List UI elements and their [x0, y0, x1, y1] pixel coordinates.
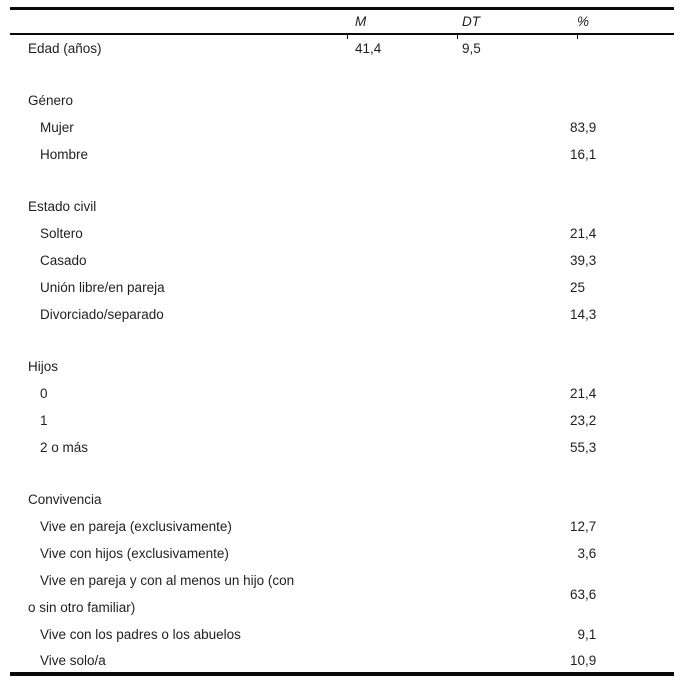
row-label: Vive solo/a	[40, 652, 106, 668]
row-label-line1: Vive en pareja y con al menos un hijo (c…	[40, 573, 295, 588]
row-label: 0	[40, 386, 48, 401]
row-label: Hombre	[40, 147, 89, 162]
table-row-genero: Género	[0, 87, 684, 114]
table-row-hombre: Hombre 16,1	[0, 141, 684, 168]
table-row-divorciado: Divorciado/separado 14,3	[0, 301, 684, 328]
pct-value: 55,3	[569, 440, 597, 455]
table-row-vive-padres-abuelos: Vive con los padres o los abuelos 9,1	[0, 621, 684, 648]
pct-value: 63,6	[569, 586, 597, 602]
pct-value: 10,9	[569, 652, 597, 668]
pct-value: 25	[569, 280, 585, 295]
row-label: 2 o más	[40, 440, 89, 455]
table-top-rule	[10, 7, 674, 10]
pct-value: 16,1	[569, 147, 597, 162]
row-label: Género	[28, 93, 74, 108]
section-gap	[0, 328, 684, 353]
table-row-estado-civil: Estado civil	[0, 193, 684, 220]
row-label: Soltero	[40, 226, 83, 241]
table-row-edad: Edad (años) 41,4 9,5	[0, 35, 684, 62]
pct-value: 23,2	[569, 413, 597, 428]
table-row-mujer: Mujer 83,9	[0, 114, 684, 141]
column-tick	[577, 35, 578, 39]
pct-value: 21,4	[569, 226, 597, 241]
section-gap	[0, 461, 684, 486]
table-row-hijos: Hijos	[0, 353, 684, 380]
row-label: Edad (años)	[28, 41, 102, 56]
pct-value: 21,4	[569, 386, 597, 401]
pct-value: 9,1	[577, 627, 597, 642]
section-gap	[0, 168, 684, 193]
pct-value: 3,6	[577, 546, 597, 561]
col-header-dt: DT	[462, 14, 480, 29]
pct-value: 83,9	[569, 120, 597, 135]
dt-value: 9,5	[462, 41, 481, 56]
row-label: Vive con hijos (exclusivamente)	[40, 546, 229, 561]
col-header-m: M	[355, 14, 367, 29]
table-row-vive-pareja-hijo: Vive en pareja y con al menos un hijo (c…	[0, 567, 684, 621]
pct-value: 12,7	[569, 519, 597, 534]
header-underline-rule	[10, 33, 674, 35]
row-label: 1	[40, 413, 48, 428]
col-header-pct: %	[577, 14, 590, 29]
pct-value: 14,3	[569, 307, 597, 322]
table-row-vive-solo: Vive solo/a 10,9	[0, 648, 684, 672]
pct-value: 39,3	[569, 253, 597, 268]
table-row-hijos-0: 0 21,4	[0, 380, 684, 407]
table-bottom-rule	[10, 672, 674, 676]
row-label: Convivencia	[28, 492, 102, 507]
row-label: Unión libre/en pareja	[40, 280, 165, 295]
row-label: Vive en pareja y con al menos un hijo (c…	[0, 567, 347, 621]
table-row-vive-hijos: Vive con hijos (exclusivamente) 3,6	[0, 540, 684, 567]
row-label: Casado	[40, 253, 87, 268]
row-label: Mujer	[40, 120, 74, 135]
m-value: 41,4	[355, 41, 382, 56]
row-label: Hijos	[28, 359, 59, 374]
row-label: Vive en pareja (exclusivamente)	[40, 519, 232, 534]
column-tick	[347, 35, 348, 39]
table-row-vive-pareja: Vive en pareja (exclusivamente) 12,7	[0, 513, 684, 540]
table-row-union-libre: Unión libre/en pareja 25	[0, 274, 684, 301]
row-label-line2: o sin otro familiar)	[28, 600, 136, 615]
row-label: Vive con los padres o los abuelos	[40, 627, 241, 642]
column-tick	[457, 35, 458, 39]
row-label: Divorciado/separado	[40, 307, 164, 322]
table-row-hijos-1: 1 23,2	[0, 407, 684, 434]
table-header-row: M DT %	[0, 10, 684, 33]
table-row-soltero: Soltero 21,4	[0, 220, 684, 247]
section-gap	[0, 62, 684, 87]
row-label: Estado civil	[28, 199, 97, 214]
table-row-convivencia: Convivencia	[0, 486, 684, 513]
table-row-hijos-2-o-mas: 2 o más 55,3	[0, 434, 684, 461]
table-row-casado: Casado 39,3	[0, 247, 684, 274]
